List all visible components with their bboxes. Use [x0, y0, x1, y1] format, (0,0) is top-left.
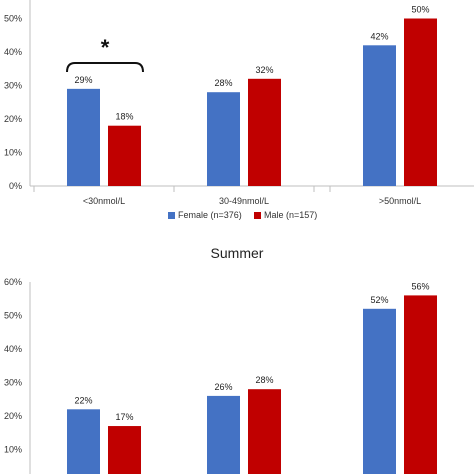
bar	[404, 295, 437, 474]
y-tick-label: 30%	[4, 81, 22, 91]
x-tick-label: <30nmol/L	[83, 196, 125, 206]
data-label: 29%	[74, 75, 92, 85]
bar	[404, 18, 437, 186]
y-tick-label: 40%	[4, 47, 22, 57]
bar	[248, 389, 281, 474]
y-tick-label: 20%	[4, 114, 22, 124]
y-tick-label: 50%	[4, 311, 22, 321]
y-tick-label: 10%	[4, 148, 22, 158]
x-tick-label: >50nmol/L	[379, 196, 421, 206]
bar	[108, 125, 141, 186]
legend-label: Male (n=157)	[264, 210, 317, 220]
data-label: 17%	[115, 412, 133, 422]
legend: Female (n=376) Male (n=157)	[168, 210, 317, 220]
bar	[207, 92, 240, 186]
data-label: 50%	[411, 5, 429, 15]
bar	[363, 45, 396, 186]
data-label: 56%	[411, 281, 429, 291]
data-label: 32%	[255, 65, 273, 75]
data-label: 22%	[74, 395, 92, 405]
bar	[248, 78, 281, 186]
summer-chart-title: Summer	[211, 245, 264, 261]
data-label: 26%	[214, 382, 232, 392]
data-label: 18%	[115, 112, 133, 122]
x-tick-label: 30-49nmol/L	[219, 196, 269, 206]
y-tick-label: 40%	[4, 344, 22, 354]
data-label: 42%	[370, 31, 388, 41]
y-tick-label: 0%	[9, 181, 22, 191]
y-tick-label: 60%	[4, 277, 22, 287]
winter-chart: 0% 10% 20% 30% 40% 50% 29% 28% 42% 18% 32% 50% <30nm…	[4, 0, 474, 206]
data-label: 28%	[255, 375, 273, 385]
bar	[67, 88, 100, 186]
significance-marker: *	[101, 35, 110, 60]
y-tick-label: 10%	[4, 445, 22, 455]
bar	[363, 308, 396, 474]
bar	[108, 426, 141, 474]
y-tick-label: 30%	[4, 378, 22, 388]
summer-chart: 10% 20% 30% 40% 50% 60% 22% 26% 52% 17% 28% 56%	[4, 277, 437, 474]
legend-swatch	[254, 212, 261, 219]
data-label: 52%	[370, 295, 388, 305]
data-label: 28%	[214, 78, 232, 88]
bar	[207, 395, 240, 474]
legend-swatch	[168, 212, 175, 219]
bar	[67, 409, 100, 474]
y-tick-label: 50%	[4, 14, 22, 24]
significance-bracket	[66, 62, 144, 73]
y-tick-label: 20%	[4, 411, 22, 421]
legend-label: Female (n=376)	[178, 210, 242, 220]
